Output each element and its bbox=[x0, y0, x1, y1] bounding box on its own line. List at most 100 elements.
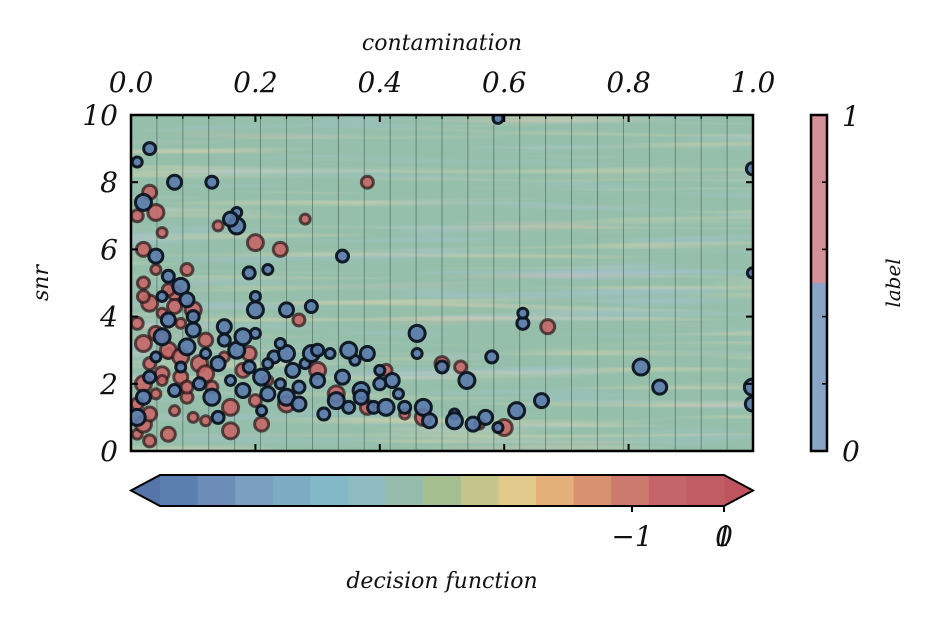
y-tick-label: 10 bbox=[82, 99, 118, 132]
data-point-label-0 bbox=[491, 420, 505, 434]
colorbar-segment bbox=[310, 475, 349, 506]
colorbar-segment bbox=[498, 475, 537, 506]
colorbar-extend-high bbox=[724, 475, 753, 506]
data-point-label-0 bbox=[233, 327, 253, 347]
data-point-label-1 bbox=[453, 359, 469, 375]
colorbar-segment bbox=[536, 475, 575, 506]
label-colorbar-segment-0 bbox=[811, 283, 827, 451]
label-colorbar bbox=[809, 113, 829, 453]
colorbar-segment bbox=[385, 475, 424, 506]
data-point-label-0 bbox=[631, 357, 651, 377]
data-point-label-0 bbox=[533, 392, 551, 410]
data-point-label-0 bbox=[278, 301, 295, 319]
data-point-label-1 bbox=[247, 393, 263, 409]
data-point-label-0 bbox=[202, 387, 222, 407]
data-point-label-0 bbox=[216, 332, 232, 348]
data-point-label-0 bbox=[245, 300, 265, 320]
data-point-label-1 bbox=[245, 233, 265, 253]
data-point-label-1 bbox=[146, 202, 166, 222]
data-point-label-1 bbox=[142, 433, 158, 449]
data-point-label-0 bbox=[407, 323, 427, 343]
data-point-label-1 bbox=[253, 415, 271, 433]
data-point-label-0 bbox=[131, 155, 144, 169]
data-point-label-1 bbox=[149, 263, 163, 277]
x-axis-ticks: 0.0 0.2 0.4 0.6 0.8 1.0 bbox=[109, 66, 775, 451]
data-point-label-0 bbox=[484, 349, 500, 365]
data-point-label-0 bbox=[372, 376, 388, 392]
data-point-label-0 bbox=[174, 360, 188, 374]
data-point-label-0 bbox=[133, 192, 153, 212]
data-point-label-0 bbox=[215, 318, 233, 336]
decision-colorbar bbox=[128, 474, 756, 507]
data-point-label-0 bbox=[341, 399, 357, 415]
data-point-label-0 bbox=[309, 371, 327, 389]
x-tick-label: 0.8 bbox=[606, 66, 651, 99]
decision-colorbar-title: decision function bbox=[346, 569, 537, 594]
data-point-label-1 bbox=[221, 421, 241, 441]
data-point-label-1 bbox=[159, 425, 177, 443]
decision-colorbar-ticks: −1 01 bbox=[611, 506, 733, 553]
data-point-label-0 bbox=[177, 337, 197, 357]
data-point-label-0 bbox=[241, 265, 257, 281]
data-point-label-1 bbox=[291, 312, 307, 328]
colorbar-segment bbox=[573, 475, 612, 506]
data-point-label-1 bbox=[211, 219, 225, 233]
data-point-label-0 bbox=[142, 369, 158, 385]
y-tick-label: 6 bbox=[100, 233, 118, 266]
data-point-label-1 bbox=[131, 315, 145, 331]
data-point-label-1 bbox=[186, 410, 200, 424]
data-point-label-1 bbox=[298, 212, 312, 226]
data-point-label-1 bbox=[155, 226, 169, 240]
data-point-label-0 bbox=[383, 371, 401, 389]
data-point-label-1 bbox=[149, 387, 163, 401]
data-point-label-1 bbox=[197, 331, 215, 349]
data-point-label-0 bbox=[323, 347, 337, 361]
data-point-label-0 bbox=[210, 409, 226, 425]
data-point-label-1 bbox=[199, 414, 213, 428]
data-point-label-0 bbox=[255, 404, 269, 418]
colorbar-tick-label: 0 bbox=[715, 520, 733, 553]
data-point-label-0 bbox=[491, 115, 505, 125]
data-point-label-0 bbox=[166, 173, 184, 191]
colorbar-segment bbox=[197, 475, 236, 506]
data-point-label-1 bbox=[179, 379, 195, 395]
data-point-label-0 bbox=[352, 388, 370, 406]
data-point-label-0 bbox=[291, 379, 307, 395]
data-point-label-0 bbox=[142, 141, 158, 157]
label-colorbar-tick-label: 1 bbox=[842, 100, 860, 133]
x-tick-label: 0.2 bbox=[233, 66, 278, 99]
data-point-label-0 bbox=[358, 345, 376, 363]
data-point-label-0 bbox=[261, 263, 275, 277]
data-point-label-1 bbox=[135, 288, 151, 304]
colorbar-segment bbox=[160, 475, 199, 506]
data-point-label-0 bbox=[434, 359, 450, 375]
data-point-label-0 bbox=[464, 415, 482, 433]
label-colorbar-title: label bbox=[881, 258, 905, 307]
colorbar-segment bbox=[235, 475, 274, 506]
colorbar-tick-label: −1 bbox=[611, 520, 652, 553]
y-tick-label: 8 bbox=[100, 166, 118, 199]
data-point-label-0 bbox=[261, 357, 275, 371]
data-point-label-0 bbox=[316, 406, 332, 422]
label-colorbar-tick-label: 0 bbox=[842, 435, 860, 468]
data-point-label-1 bbox=[135, 275, 151, 291]
scatter-points bbox=[131, 115, 753, 449]
data-point-label-0 bbox=[152, 327, 172, 347]
colorbar-segment bbox=[348, 475, 387, 506]
label-colorbar-segment-1 bbox=[811, 115, 827, 283]
data-point-label-0 bbox=[444, 411, 464, 431]
data-point-label-0 bbox=[457, 370, 477, 390]
data-point-label-1 bbox=[179, 262, 195, 278]
data-point-label-0 bbox=[376, 397, 396, 417]
x-tick-label: 0.6 bbox=[482, 66, 527, 99]
colorbar-segment bbox=[648, 475, 687, 506]
y-tick-label: 0 bbox=[100, 435, 118, 468]
label-colorbar-outline bbox=[809, 113, 829, 453]
data-point-label-0 bbox=[224, 373, 238, 387]
data-point-label-0 bbox=[149, 350, 163, 364]
data-point-label-1 bbox=[155, 373, 169, 387]
colorbar-segment bbox=[611, 475, 650, 506]
data-point-label-0 bbox=[234, 382, 252, 400]
data-point-label-1 bbox=[168, 404, 182, 418]
